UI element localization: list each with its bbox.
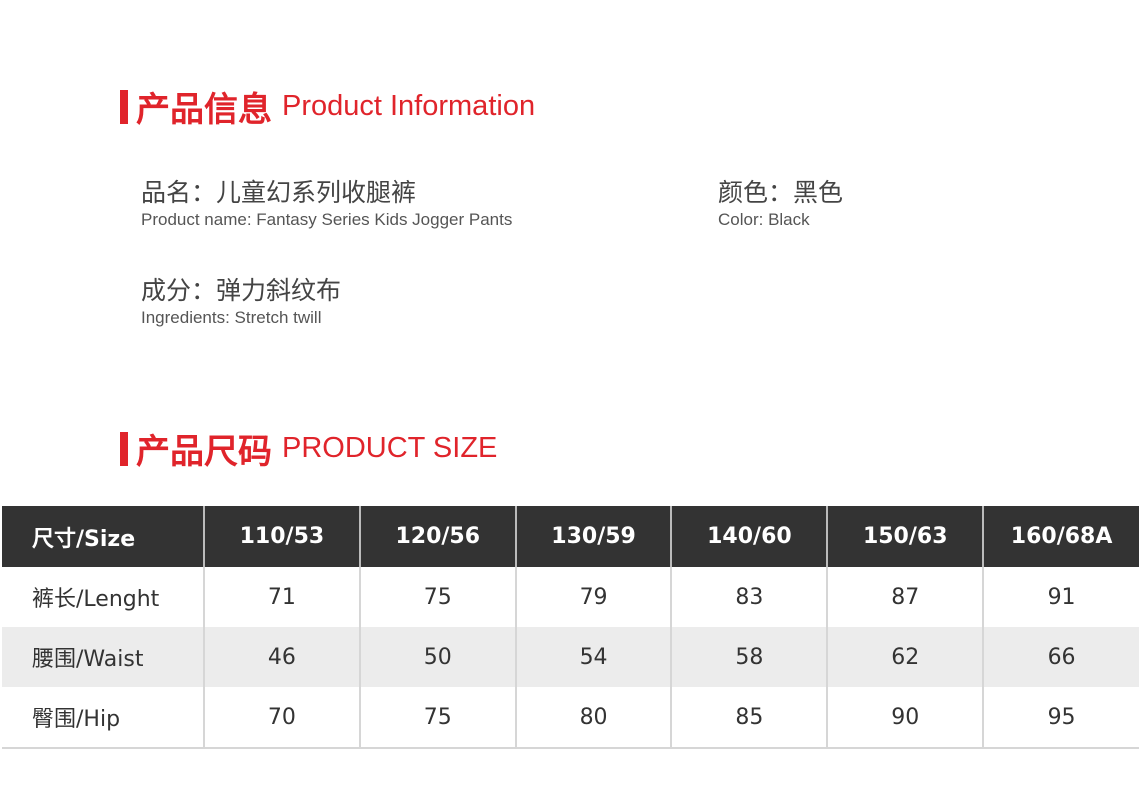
color-zh: 颜色：黑色	[718, 178, 844, 207]
size-table: 尺寸/Size 110/53 120/56 130/59 140/60 150/63 160…	[2, 506, 1139, 749]
table-cell: 50	[359, 627, 517, 687]
table-cell: 71	[204, 567, 361, 627]
heading-marker	[120, 89, 128, 124]
column-header: 130/59	[515, 506, 673, 567]
color-en: Color: Black	[718, 210, 810, 229]
column-header: 尺寸/Size	[2, 506, 205, 567]
row-label: 臀围/Hip	[2, 687, 205, 749]
product-name-field: 品名：儿童幻系列收腿裤 Product name: Fantasy Series…	[141, 178, 512, 232]
column-header: 140/60	[671, 506, 829, 567]
ingredients-field: 成分：弹力斜纹布 Ingredients: Stretch twill	[141, 276, 341, 330]
product-name-zh: 品名：儿童幻系列收腿裤	[141, 178, 417, 207]
table-cell: 66	[983, 627, 1139, 687]
column-header: 110/53	[204, 506, 361, 567]
ingredients-en: Ingredients: Stretch twill	[141, 308, 322, 327]
table-cell: 75	[359, 567, 517, 627]
table-cell: 91	[1047, 584, 1076, 610]
table-cell: 79	[515, 567, 673, 627]
table-cell: 62	[827, 627, 985, 687]
heading-en: Product Information	[282, 90, 536, 122]
column-header: 160/68A	[983, 506, 1139, 567]
row-label: 裤长/Lenght	[2, 567, 205, 627]
heading-marker	[120, 431, 128, 466]
table-header-row: 尺寸/Size 110/53 120/56 130/59 140/60 150/63 160…	[2, 506, 1139, 567]
table-cell: 54	[515, 627, 673, 687]
table-cell: 95	[983, 687, 1139, 749]
table-cell: 70	[204, 687, 361, 749]
heading-zh: 产品信息	[136, 90, 272, 130]
ingredients-zh: 成分：弹力斜纹布	[141, 276, 342, 305]
heading-en: PRODUCT SIZE	[282, 432, 498, 464]
table-cell: 75	[359, 687, 517, 749]
table-row: 腰围/Waist 46 50 54 58 62 66	[2, 627, 1139, 687]
table-row: 裤长/Lenght 71 75 79 83 87 91	[2, 567, 1139, 627]
table-cell: 46	[204, 627, 361, 687]
heading-zh: 产品尺码	[136, 432, 272, 472]
row-label: 腰围/Waist	[2, 627, 205, 687]
product-size-heading: 产品尺码 PRODUCT SIZE	[120, 424, 497, 473]
table-cell: 87	[827, 567, 985, 627]
table-row: 臀围/Hip 70 75 80 85 90 95	[2, 687, 1139, 749]
product-info-heading: 产品信息 Product Information	[120, 82, 535, 131]
column-header: 150/63	[827, 506, 985, 567]
table-cell: 80	[515, 687, 673, 749]
table-cell: 83	[671, 567, 829, 627]
table-cell: 58	[671, 627, 829, 687]
column-header: 120/56	[359, 506, 517, 567]
table-cell: 90	[827, 687, 985, 749]
product-name-en: Product name: Fantasy Series Kids Jogger…	[141, 210, 513, 229]
table-cell: 85	[671, 687, 829, 749]
color-field: 颜色：黑色 Color: Black	[718, 178, 843, 232]
